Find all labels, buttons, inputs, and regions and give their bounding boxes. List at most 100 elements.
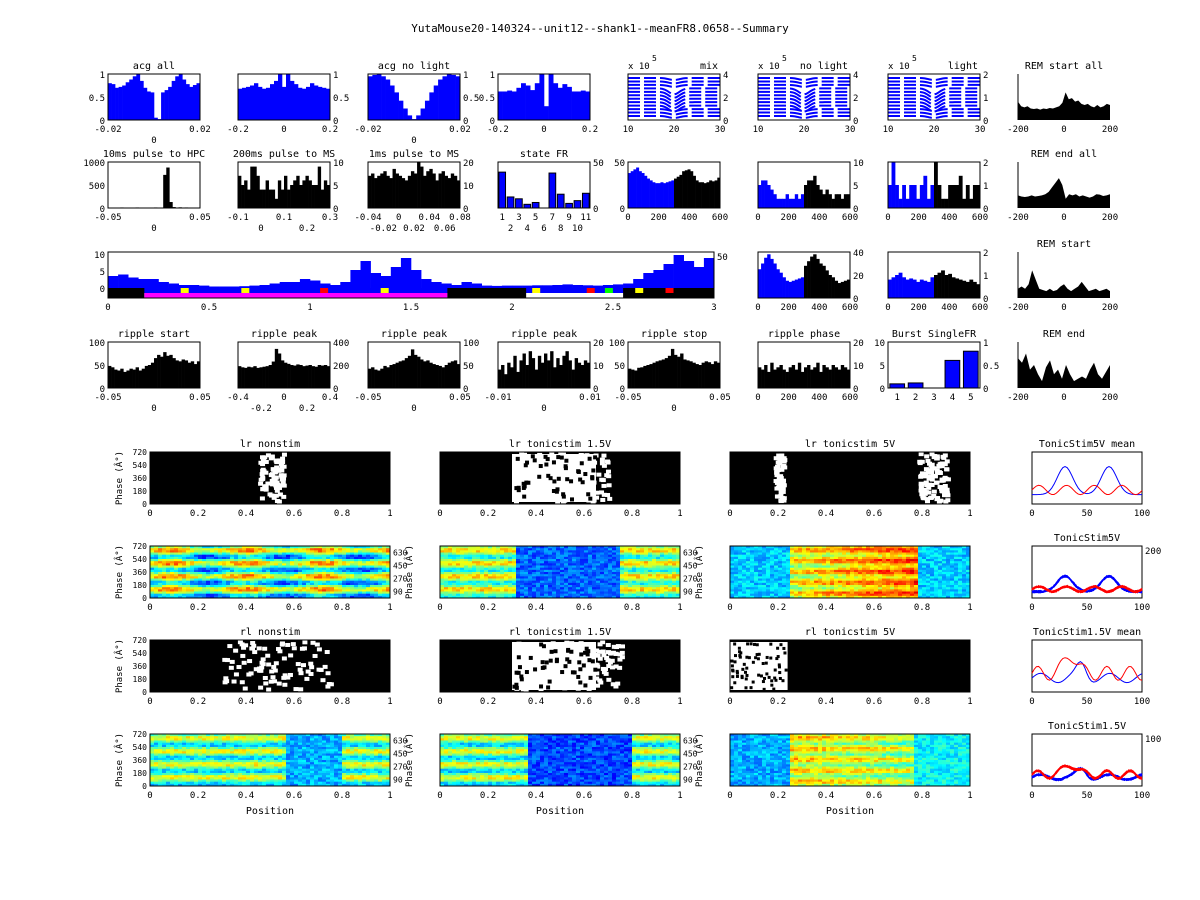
axes-box xyxy=(237,73,331,121)
heat-cell xyxy=(456,546,461,549)
heat-cell xyxy=(258,565,263,569)
heat-cell xyxy=(254,554,259,558)
heat-cell xyxy=(496,576,501,579)
state-marker xyxy=(320,288,329,293)
heat-cell xyxy=(532,578,537,582)
heat-cell xyxy=(794,576,799,579)
x-tick-label: 30 xyxy=(845,125,856,135)
heat-cell xyxy=(770,595,775,599)
x-tick-label: 0 xyxy=(885,213,890,223)
heat-cell xyxy=(370,589,375,592)
heat-cell xyxy=(540,595,545,599)
bar xyxy=(930,185,935,208)
heat-cell xyxy=(262,572,267,575)
heat-cell xyxy=(496,578,501,582)
heat-cell xyxy=(358,565,363,569)
heat-cell xyxy=(222,589,227,592)
heat-cell xyxy=(234,585,239,588)
heat-cell xyxy=(468,546,473,549)
heat-cell xyxy=(640,546,645,549)
heat-cell xyxy=(830,567,835,571)
heat-cell xyxy=(218,576,223,579)
heat-cell xyxy=(616,576,621,579)
heat-cell xyxy=(524,565,529,569)
heat-cell xyxy=(354,578,359,582)
heat-cell xyxy=(266,591,271,595)
heat-cell xyxy=(834,552,839,556)
spike-marker xyxy=(545,457,550,462)
heat-cell xyxy=(346,587,351,590)
heat-cell xyxy=(544,565,549,569)
heat-cell xyxy=(154,574,159,577)
chart-title: ripple peak xyxy=(381,329,447,340)
bar xyxy=(828,275,832,298)
heat-cell xyxy=(580,582,585,586)
heat-cell xyxy=(238,567,243,571)
heat-cell xyxy=(592,567,597,571)
heat-cell xyxy=(258,576,263,579)
heat-cell xyxy=(322,546,327,549)
raster-gap xyxy=(601,463,607,468)
heat-cell xyxy=(214,576,219,579)
heat-cell xyxy=(346,585,351,588)
y-tick-label: 5 xyxy=(853,182,858,192)
heat-cell xyxy=(278,559,283,562)
heat-cell xyxy=(206,589,211,592)
heat-cell xyxy=(628,546,633,549)
heat-cell xyxy=(516,582,521,586)
heat-cell xyxy=(794,582,799,586)
bar xyxy=(435,365,439,388)
heat-cell xyxy=(262,565,267,569)
heat-cell xyxy=(174,550,179,553)
heat-cell xyxy=(770,559,775,562)
heat-cell xyxy=(786,554,791,558)
heat-cell xyxy=(484,582,489,586)
heat-cell xyxy=(386,561,391,564)
heat-cell xyxy=(302,554,307,558)
heat-cell xyxy=(198,574,203,577)
heat-cell xyxy=(834,589,839,592)
x-tick-label: 0.01 xyxy=(579,393,601,403)
heat-cell xyxy=(612,589,617,592)
heat-cell xyxy=(386,559,391,562)
bar xyxy=(471,283,482,288)
heat-cell xyxy=(656,559,661,562)
heat-cell xyxy=(834,546,839,549)
heat-cell xyxy=(822,572,827,575)
heat-cell xyxy=(536,595,541,599)
bar xyxy=(279,282,291,288)
raster-gap xyxy=(262,455,268,460)
heat-cell xyxy=(460,585,465,588)
heat-cell xyxy=(636,550,641,553)
heat-cell xyxy=(218,572,223,575)
heat-cell xyxy=(660,561,665,564)
heat-cell xyxy=(770,554,775,558)
heat-cell xyxy=(508,561,513,564)
heat-cell xyxy=(444,578,449,582)
position-tick-label: 1 xyxy=(967,509,972,519)
heat-cell xyxy=(648,546,653,549)
heat-cell xyxy=(580,572,585,575)
heat-cell xyxy=(382,546,387,549)
heat-cell xyxy=(306,578,311,582)
position-tick-label: 0.2 xyxy=(480,509,496,519)
heat-cell xyxy=(504,589,509,592)
heat-cell xyxy=(636,561,641,564)
raster-gap xyxy=(606,474,612,479)
heat-cell xyxy=(672,595,677,599)
heat-cell xyxy=(278,580,283,584)
heat-cell xyxy=(648,587,653,590)
bar xyxy=(407,115,413,120)
heat-cell xyxy=(624,546,629,549)
heat-cell xyxy=(536,593,541,597)
heat-cell xyxy=(620,565,625,569)
heat-cell xyxy=(604,556,609,560)
bar xyxy=(788,281,793,298)
heat-cell xyxy=(596,559,601,562)
heat-cell xyxy=(794,546,799,549)
heat-cell xyxy=(366,567,371,571)
heat-cell xyxy=(242,587,247,590)
heat-cell xyxy=(664,574,669,577)
heat-cell xyxy=(330,563,335,566)
heat-cell xyxy=(448,580,453,584)
